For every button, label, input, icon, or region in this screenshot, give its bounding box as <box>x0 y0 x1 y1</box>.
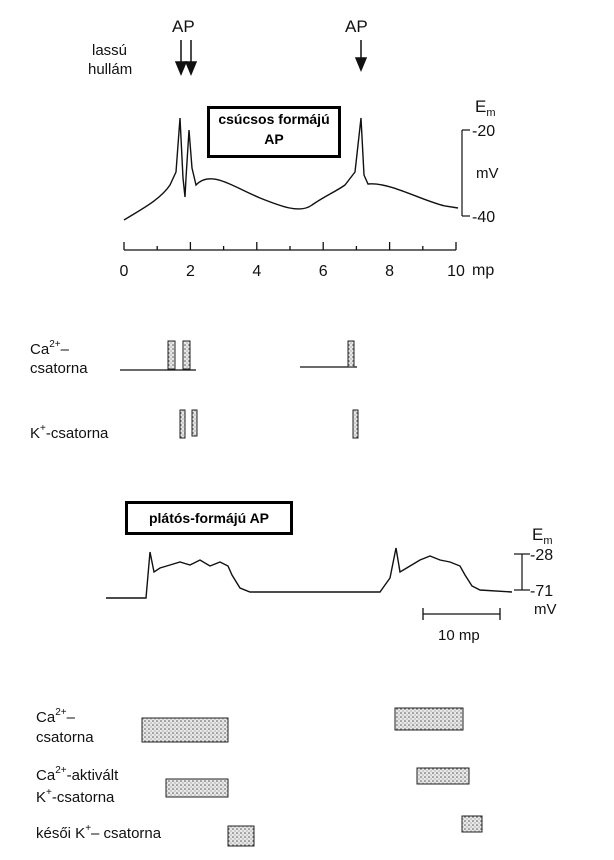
ca-activated-k-bar-2 <box>416 767 470 785</box>
ca-channel-bar-2 <box>394 707 464 731</box>
scale-top-value-bottom: -28 <box>530 547 553 564</box>
ap-label-right: AP <box>345 17 368 36</box>
voltage-scale-bar <box>461 129 470 217</box>
ca-activated-k-bar-1 <box>165 778 229 798</box>
time-scale-label: 10 mp <box>438 627 480 644</box>
time-scale-bar <box>422 608 501 620</box>
em-label-top: Em <box>475 97 496 119</box>
late-k-bar-2 <box>461 815 483 833</box>
scale-unit: mV <box>476 165 499 182</box>
time-tick-label: 4 <box>252 263 261 280</box>
k-channel-label-top: K+-csatorna <box>30 423 109 442</box>
plateau-ap-trace <box>106 547 513 599</box>
down-arrow-icon <box>174 40 368 76</box>
time-tick-label: 2 <box>186 263 195 280</box>
ca-channel-label-top-2: csatorna <box>30 360 88 377</box>
scale-unit-bottom: mV <box>534 601 557 618</box>
k-channel-block-2 <box>191 409 198 437</box>
scale-bottom-value: -40 <box>472 209 495 226</box>
ca-channel-block-2 <box>182 340 191 370</box>
k-channel-block-1 <box>179 409 186 439</box>
time-tick-labels: 0 2 4 6 8 10 <box>120 263 465 280</box>
slow-wave-label-2: hullám <box>88 61 132 78</box>
plateau-ap-title: plátós-formájú AP <box>148 510 270 526</box>
ca-channel-label-bottom-2: csatorna <box>36 729 94 746</box>
time-unit: mp <box>472 262 494 279</box>
k-channel-block-3 <box>352 409 359 439</box>
voltage-scale-bar-bottom <box>514 553 530 591</box>
spike-ap-title-box: csúcsos formájú AP <box>207 106 341 158</box>
em-label-bottom: Em <box>532 525 553 547</box>
ca-channel-block-3 <box>347 340 355 368</box>
time-axis <box>123 242 457 251</box>
scale-top-value: -20 <box>472 123 495 140</box>
time-tick-label: 10 <box>447 263 465 280</box>
late-k-bar-1 <box>227 825 255 847</box>
spike-ap-trace <box>123 117 459 221</box>
time-tick-label: 0 <box>120 263 129 280</box>
time-tick-label: 8 <box>385 263 394 280</box>
late-k-label: késői K+– csatorna <box>36 823 162 842</box>
time-tick-label: 6 <box>319 263 328 280</box>
ca-channel-block-1 <box>167 340 176 370</box>
ca-channel-label-top: Ca2+– <box>30 339 70 358</box>
ca-channel-label-bottom: Ca2+– <box>36 707 76 726</box>
ca-channel-bar-1 <box>141 717 229 743</box>
ca-activated-k-label-2: K+-csatorna <box>36 787 115 806</box>
ap-label-left: AP <box>172 17 195 36</box>
spike-ap-title-line1: csúcsos formájú <box>218 111 330 127</box>
spike-ap-title-line2: AP <box>264 131 284 147</box>
slow-wave-label-1: lassú <box>92 42 127 59</box>
plateau-ap-title-box: plátós-formájú AP <box>125 501 293 535</box>
scale-bottom-value-bottom: -71 <box>530 583 553 600</box>
ca-activated-k-label: Ca2+-aktivált <box>36 765 119 784</box>
